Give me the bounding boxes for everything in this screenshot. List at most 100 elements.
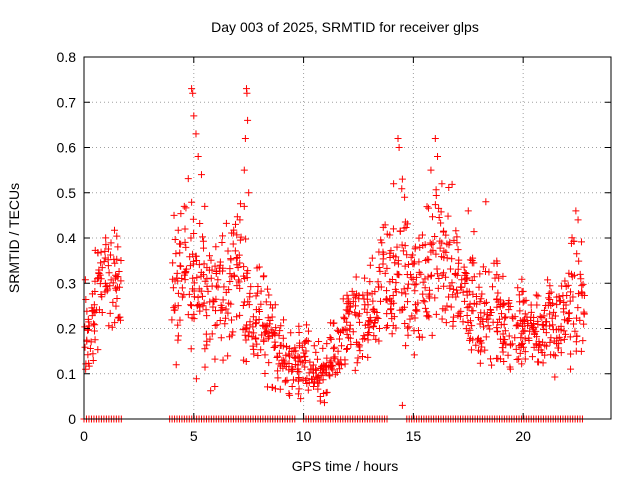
- data-point: [538, 348, 546, 356]
- data-point: [351, 293, 359, 301]
- data-point: [389, 252, 397, 260]
- data-point: [565, 310, 573, 318]
- data-point: [400, 285, 408, 293]
- data-point: [115, 313, 123, 321]
- data-point: [326, 372, 334, 380]
- data-point: [506, 365, 514, 373]
- data-point: [477, 339, 485, 347]
- data-point: [244, 116, 252, 124]
- data-point: [113, 283, 121, 291]
- data-point: [463, 312, 471, 320]
- data-point: [200, 260, 208, 268]
- data-point: [169, 259, 177, 267]
- data-point: [262, 298, 270, 306]
- data-point: [438, 239, 446, 247]
- data-point: [426, 286, 434, 294]
- data-point: [419, 278, 427, 286]
- data-point: [353, 359, 361, 367]
- data-point: [545, 289, 553, 297]
- data-point: [375, 337, 383, 345]
- data-point: [180, 291, 188, 299]
- data-point: [268, 313, 276, 321]
- data-point: [203, 282, 211, 290]
- data-point: [438, 315, 446, 323]
- data-point: [214, 276, 222, 284]
- data-point: [482, 333, 490, 341]
- data-point: [388, 275, 396, 283]
- data-point: [342, 345, 350, 353]
- data-point: [425, 256, 433, 264]
- data-point: [329, 366, 337, 374]
- data-point: [366, 278, 374, 286]
- data-point: [451, 270, 459, 278]
- data-point: [236, 284, 244, 292]
- data-point: [570, 320, 578, 328]
- data-point: [579, 280, 587, 288]
- data-point: [476, 337, 484, 345]
- data-point: [236, 236, 244, 244]
- data-point: [557, 322, 565, 330]
- data-point: [347, 341, 355, 349]
- data-point: [228, 331, 236, 339]
- data-point: [261, 370, 269, 378]
- data-point: [90, 327, 98, 335]
- data-point: [466, 336, 474, 344]
- data-point: [391, 285, 399, 293]
- data-point: [524, 319, 532, 327]
- data-point: [445, 183, 453, 191]
- data-point: [224, 309, 232, 317]
- data-point: [421, 284, 429, 292]
- data-point: [527, 308, 535, 316]
- data-point: [110, 226, 118, 234]
- data-point: [483, 315, 491, 323]
- data-point: [229, 328, 237, 336]
- data-point: [446, 282, 454, 290]
- data-point: [202, 330, 210, 338]
- data-point: [208, 266, 216, 274]
- data-point: [352, 302, 360, 310]
- data-point: [180, 202, 188, 210]
- data-point: [246, 289, 254, 297]
- data-point: [242, 235, 250, 243]
- data-point: [330, 343, 338, 351]
- data-point: [232, 254, 240, 262]
- data-point: [505, 306, 513, 314]
- data-point: [290, 354, 298, 362]
- data-point: [187, 234, 195, 242]
- data-point: [534, 292, 542, 300]
- data-point: [532, 291, 540, 299]
- data-point: [245, 328, 253, 336]
- data-point: [170, 306, 178, 314]
- data-point: [105, 322, 113, 330]
- data-point: [464, 329, 472, 337]
- data-point: [428, 240, 436, 248]
- data-point: [398, 401, 406, 409]
- data-point: [464, 207, 472, 215]
- data-point: [173, 269, 181, 277]
- data-point: [189, 215, 197, 223]
- data-point: [91, 336, 99, 344]
- data-point: [478, 290, 486, 298]
- data-point: [437, 208, 445, 216]
- data-point: [521, 355, 529, 363]
- data-point: [326, 334, 334, 342]
- data-point: [252, 320, 260, 328]
- data-point: [196, 220, 204, 228]
- data-point: [511, 334, 519, 342]
- data-point: [109, 298, 117, 306]
- data-point: [297, 395, 305, 403]
- data-point: [423, 308, 431, 316]
- data-point: [572, 207, 580, 215]
- data-point: [355, 310, 363, 318]
- data-point: [567, 350, 575, 358]
- data-point: [182, 204, 190, 212]
- data-point: [301, 376, 309, 384]
- data-point: [349, 328, 357, 336]
- data-point: [250, 350, 258, 358]
- data-point: [364, 336, 372, 344]
- data-point: [514, 284, 522, 292]
- data-point: [211, 262, 219, 270]
- data-point: [379, 223, 387, 231]
- data-point: [551, 352, 559, 360]
- data-point: [555, 333, 563, 341]
